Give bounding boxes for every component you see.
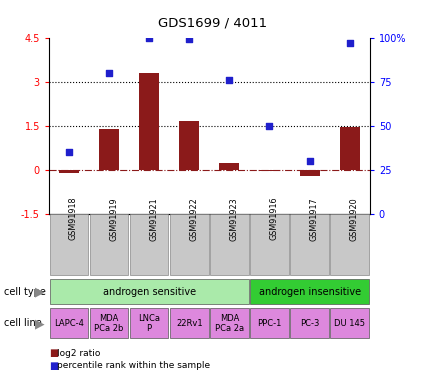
Point [306,158,313,164]
Text: MDA
PCa 2a: MDA PCa 2a [215,314,244,333]
Bar [290,214,329,275]
Bar [290,309,329,338]
Text: androgen insensitive: androgen insensitive [258,286,361,297]
Point [146,34,153,40]
Bar [170,214,209,275]
Bar [259,170,280,171]
Bar [340,127,360,170]
Text: cell type: cell type [4,286,46,297]
Text: ▶: ▶ [35,285,45,298]
Text: LNCa
P: LNCa P [138,314,160,333]
Text: LAPC-4: LAPC-4 [54,319,84,328]
Bar [50,214,88,275]
Bar [50,309,88,338]
Text: PPC-1: PPC-1 [257,319,282,328]
Text: ■: ■ [49,348,58,358]
Bar [99,129,119,170]
Text: GDS1699 / 4011: GDS1699 / 4011 [158,17,267,30]
Bar [210,309,249,338]
Text: 22Rv1: 22Rv1 [176,319,203,328]
Text: GSM91919: GSM91919 [109,197,118,240]
Text: log2 ratio: log2 ratio [57,349,101,358]
Point [106,70,113,76]
Text: cell line: cell line [4,318,42,328]
Bar [130,214,168,275]
Point [346,40,353,46]
Point [65,149,72,155]
Bar [90,309,128,338]
Bar [130,309,168,338]
Text: PC-3: PC-3 [300,319,319,328]
Point [186,36,193,42]
Text: GSM91918: GSM91918 [69,197,78,240]
Text: GSM91921: GSM91921 [149,197,158,240]
Text: percentile rank within the sample: percentile rank within the sample [57,361,210,370]
Text: GSM91920: GSM91920 [350,197,359,240]
Bar [139,73,159,170]
Bar [300,170,320,176]
Point [226,77,233,83]
Bar [210,214,249,275]
Bar [331,214,369,275]
Text: DU 145: DU 145 [334,319,365,328]
Text: ■: ■ [49,361,58,370]
Text: ▶: ▶ [35,317,45,330]
Bar [179,121,199,170]
Bar [59,170,79,172]
Text: GSM91922: GSM91922 [189,197,198,241]
Bar [250,309,289,338]
Bar [219,163,239,170]
Point [266,123,273,129]
Bar [50,279,249,304]
Bar [90,214,128,275]
Text: GSM91923: GSM91923 [230,197,238,240]
Text: GSM91916: GSM91916 [269,197,278,240]
Bar [331,309,369,338]
Bar [250,214,289,275]
Text: androgen sensitive: androgen sensitive [102,286,196,297]
Bar [250,279,369,304]
Text: GSM91917: GSM91917 [309,197,319,240]
Text: MDA
PCa 2b: MDA PCa 2b [94,314,124,333]
Bar [170,309,209,338]
